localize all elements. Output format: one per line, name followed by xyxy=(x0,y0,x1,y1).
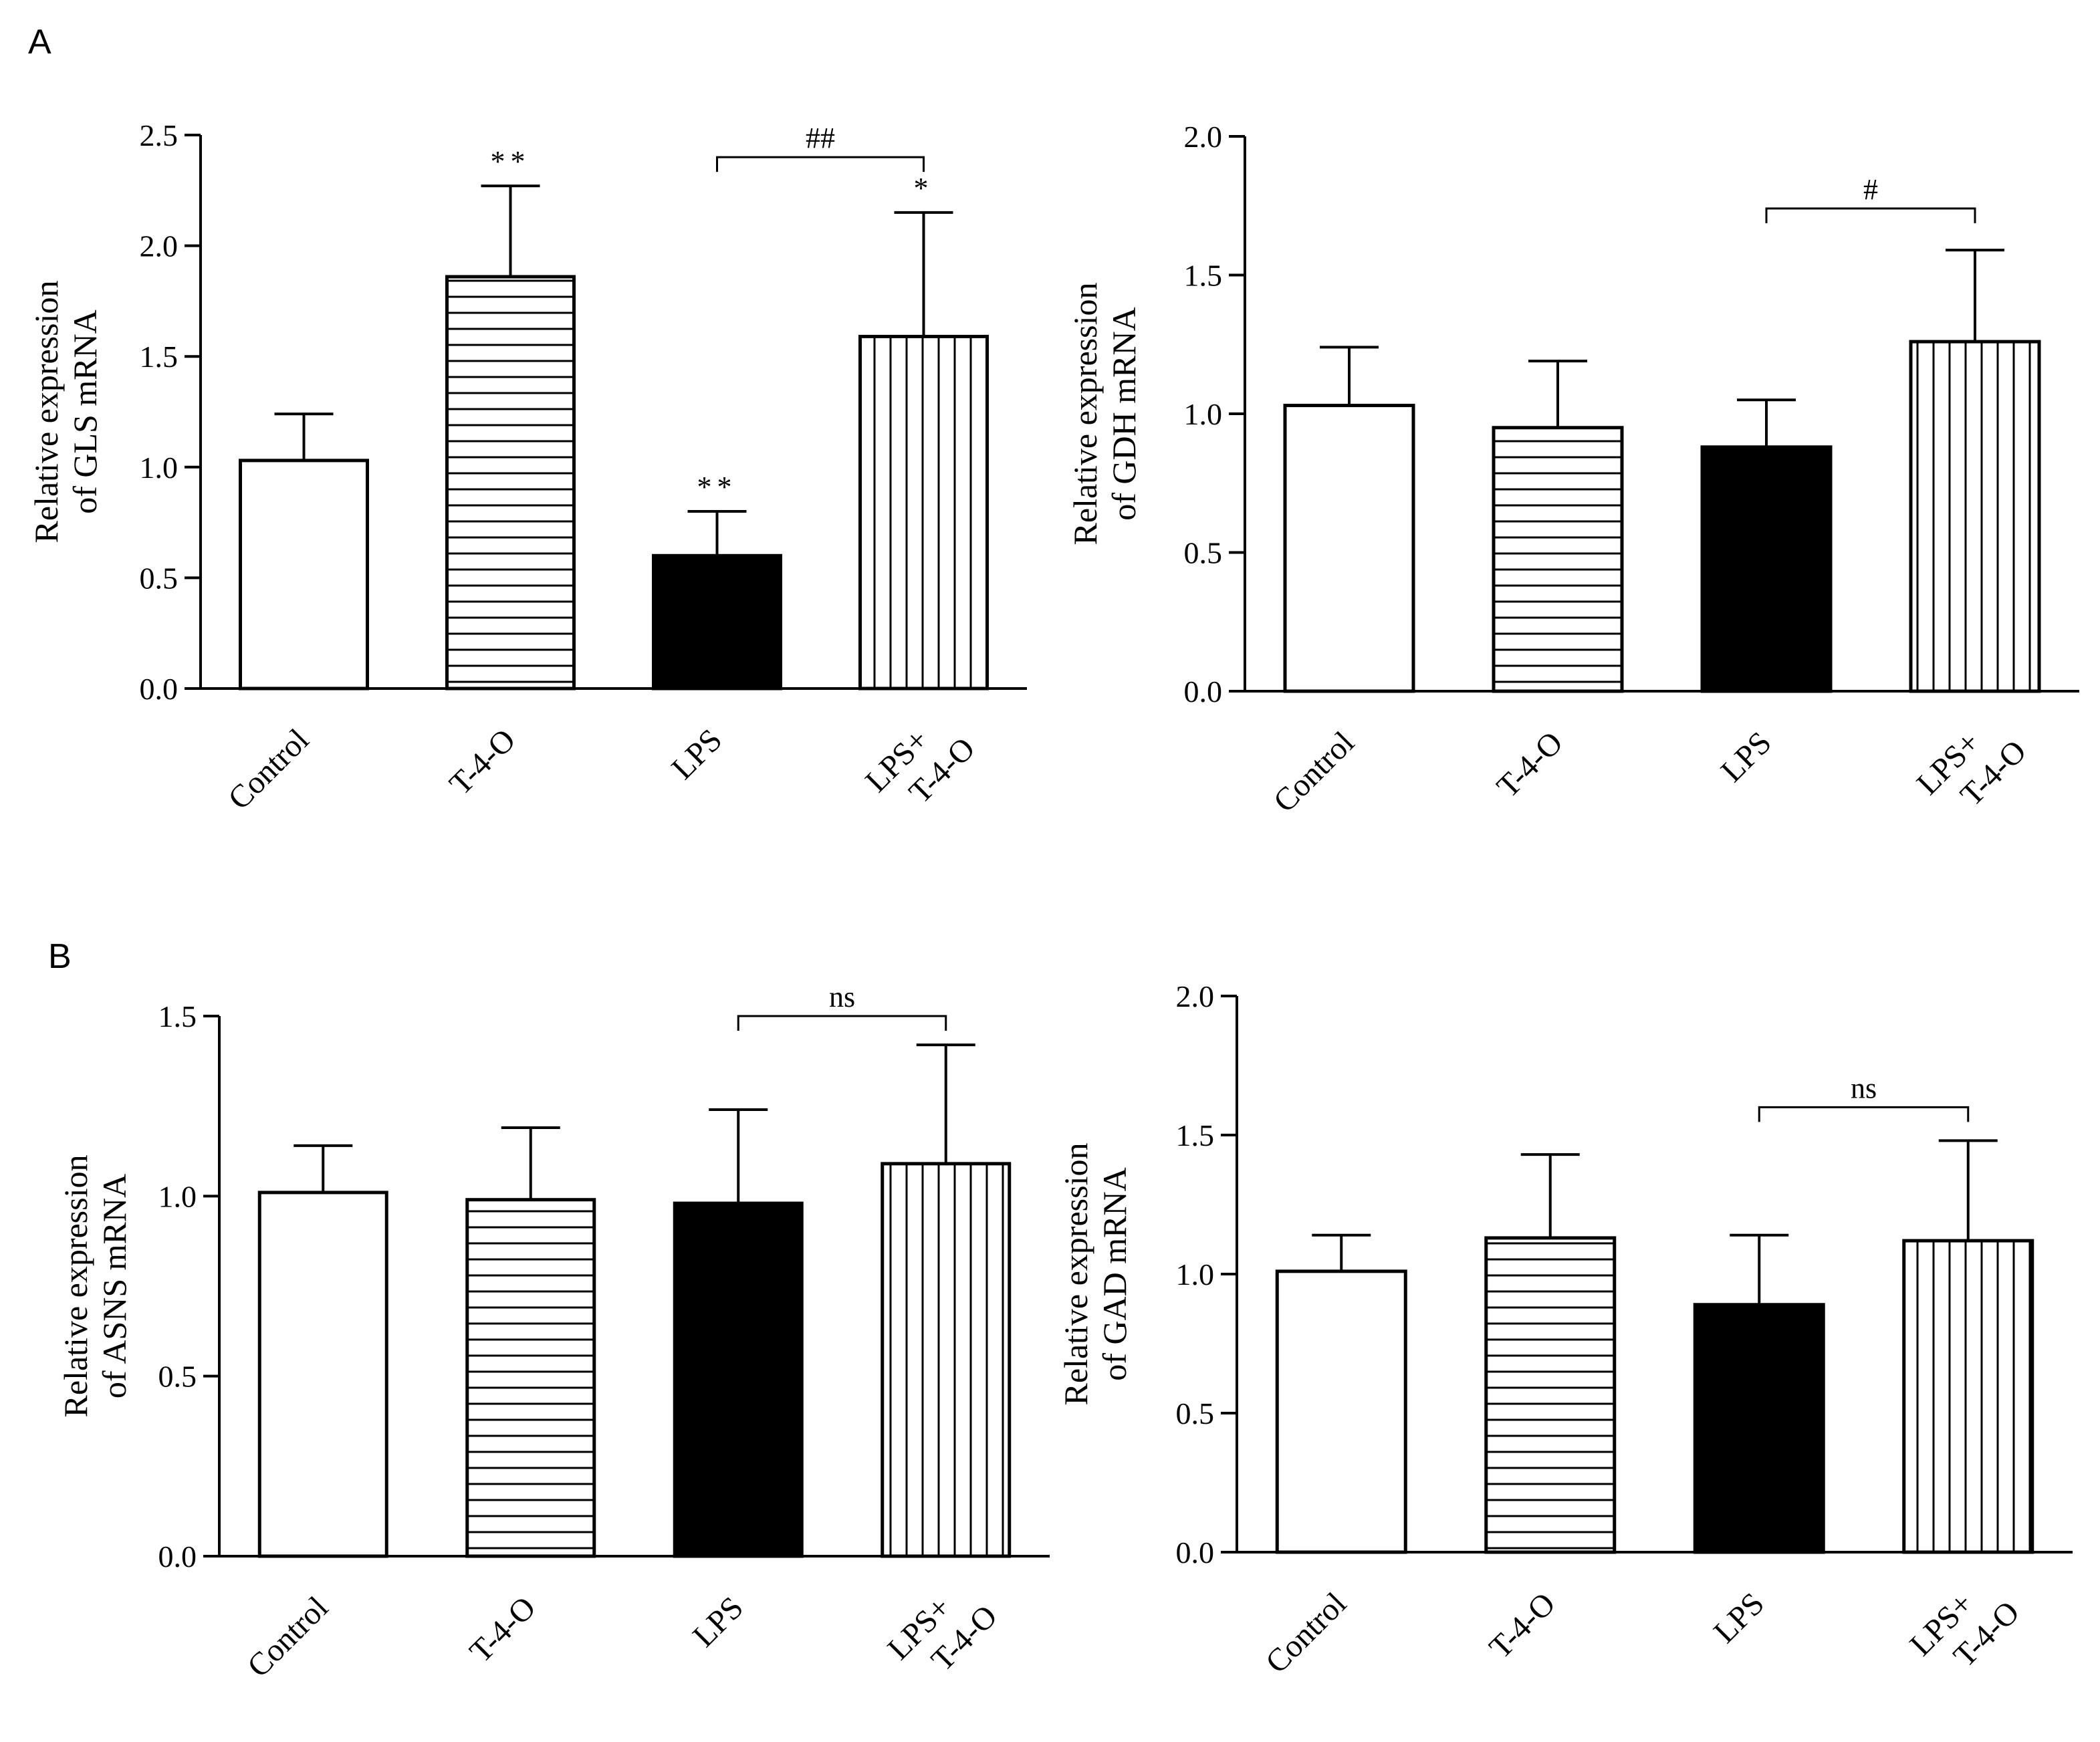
category-label: T-4-O xyxy=(1482,1586,1562,1665)
y-tick-label: 0.0 xyxy=(1176,1535,1215,1570)
significance-bracket xyxy=(737,1015,947,1031)
significance-stars: * xyxy=(914,172,934,205)
y-axis-title: Relative expression xyxy=(1066,283,1104,545)
category-label-line: T-4-O xyxy=(1482,1586,1562,1665)
bar xyxy=(257,1191,388,1558)
y-axis-title: of GAD mRNA xyxy=(1096,1167,1133,1380)
y-tick-label: 2.5 xyxy=(140,118,179,152)
significance-bracket xyxy=(1758,1106,1970,1122)
y-tick-label: 0.0 xyxy=(140,672,179,706)
y-axis-title: of GLS mRNA xyxy=(66,309,104,514)
category-label: LPS+T-4-O xyxy=(881,1571,1004,1694)
y-tick-label: 0.0 xyxy=(1184,674,1223,709)
bar xyxy=(1484,1236,1617,1554)
bar xyxy=(652,553,782,691)
bar xyxy=(445,275,576,691)
y-tick-label: 2.0 xyxy=(140,229,179,263)
chart-1: 0.0 0.5 1.0 1.5 2.0 2.5 Relative expression of … xyxy=(27,118,1027,826)
category-label: Control xyxy=(221,722,316,816)
y-tick-label: 0.5 xyxy=(1184,536,1223,570)
y-tick-label: 1.5 xyxy=(1184,259,1223,293)
bar xyxy=(1909,340,2041,693)
panel-label-b: B xyxy=(48,937,72,976)
bar xyxy=(673,1201,804,1558)
chart-3: 0.0 0.5 1.0 1.5 Relative expression of ASNS m… xyxy=(57,981,1050,1694)
category-label: LPS xyxy=(1707,1586,1771,1650)
bar xyxy=(239,459,369,691)
category-label: T-4-O xyxy=(463,1590,542,1669)
bar xyxy=(1275,1269,1407,1554)
y-tick-label: 1.5 xyxy=(1176,1118,1215,1152)
y-tick-label: 1.0 xyxy=(140,451,179,485)
y-tick-label: 2.0 xyxy=(1184,120,1223,154)
significance-stars: ** xyxy=(697,471,737,503)
chart-2: 0.0 0.5 1.0 1.5 2.0 Relative expression of GDH… xyxy=(1066,120,2079,829)
y-tick-label: 1.5 xyxy=(140,340,179,374)
y-axis-title: Relative expression xyxy=(1057,1143,1094,1406)
chart-4: 0.0 0.5 1.0 1.5 2.0 Relative expression of GAD… xyxy=(1057,979,2073,1690)
significance-label: # xyxy=(1863,173,1878,206)
category-label-line: T-4-O xyxy=(1490,725,1570,804)
y-tick-label: 1.0 xyxy=(1176,1257,1215,1291)
category-label: LPS+T-4-O xyxy=(1903,1567,2026,1690)
y-tick-label: 0.5 xyxy=(158,1360,197,1394)
category-label-line: LPS xyxy=(686,1590,750,1654)
significance-bracket xyxy=(1765,207,1976,223)
y-axis-title: of GDH mRNA xyxy=(1105,307,1143,520)
significance-label: ns xyxy=(1851,1072,1877,1104)
category-label-line: T-4-O xyxy=(443,722,522,801)
category-label: LPS+T-4-O xyxy=(1910,706,2033,829)
y-tick-label: 0.0 xyxy=(158,1539,197,1574)
y-axis-title: Relative expression xyxy=(57,1155,94,1418)
bar xyxy=(1700,445,1833,693)
bar xyxy=(1492,426,1624,693)
y-tick-label: 0.5 xyxy=(140,561,179,595)
y-tick-label: 1.5 xyxy=(158,999,197,1033)
category-label-line: T-4-O xyxy=(463,1590,542,1669)
category-label-line: Control xyxy=(241,1590,335,1684)
category-label: Control xyxy=(1267,725,1361,819)
bar xyxy=(465,1198,596,1558)
category-label-line: Control xyxy=(1259,1586,1353,1680)
category-label: LPS xyxy=(686,1590,750,1654)
y-tick-label: 1.0 xyxy=(1184,397,1223,431)
y-tick-label: 2.0 xyxy=(1176,979,1215,1013)
category-label: LPS xyxy=(1714,725,1778,789)
category-label-line: LPS xyxy=(1707,1586,1771,1650)
significance-label: ## xyxy=(806,122,835,154)
panel-label-a: A xyxy=(28,23,51,61)
category-label: LPS xyxy=(665,722,729,786)
category-label: T-4-O xyxy=(443,722,522,801)
category-label-line: Control xyxy=(221,722,316,816)
category-label-line: LPS xyxy=(1714,725,1778,789)
category-label: Control xyxy=(241,1590,335,1684)
bar xyxy=(1283,404,1415,693)
bar xyxy=(1693,1303,1825,1554)
y-tick-label: 1.0 xyxy=(158,1179,197,1213)
category-label: T-4-O xyxy=(1490,725,1570,804)
bar xyxy=(858,334,989,691)
significance-bracket xyxy=(716,156,925,172)
category-label: LPS+T-4-O xyxy=(858,703,981,826)
category-label: Control xyxy=(1259,1586,1353,1680)
category-label-line: Control xyxy=(1267,725,1361,819)
category-label-line: LPS xyxy=(665,722,729,786)
y-axis-title: Relative expression xyxy=(27,281,65,543)
y-axis-title: of ASNS mRNA xyxy=(96,1174,133,1398)
significance-label: ns xyxy=(829,981,855,1013)
significance-stars: ** xyxy=(491,145,531,178)
y-tick-label: 0.5 xyxy=(1176,1396,1215,1430)
bar xyxy=(881,1162,1012,1558)
bar xyxy=(1902,1239,2034,1554)
